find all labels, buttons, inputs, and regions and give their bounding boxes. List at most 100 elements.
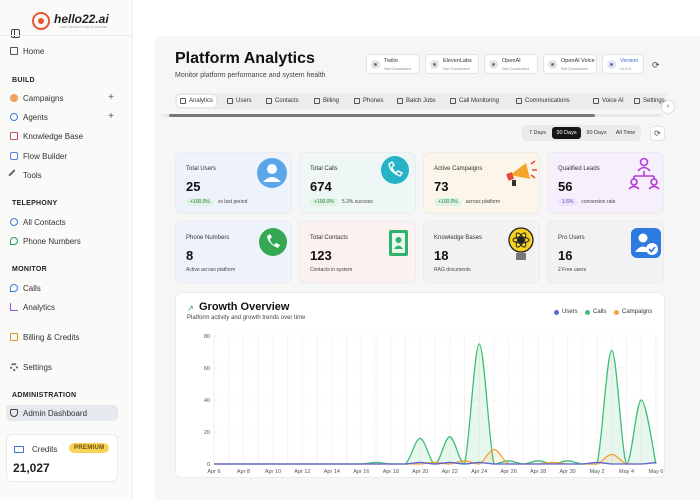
brand-tagline: THE PRODUCTIVE AI ENGINE	[60, 25, 108, 29]
stat-card-total-contacts: Total Contacts 123 Contacts in system	[299, 221, 416, 283]
sidebar-item-knowledge-base[interactable]: Knowledge Base	[6, 128, 118, 144]
card-value: 56	[558, 179, 573, 194]
x-tick-label: Apr 16	[353, 469, 369, 475]
home-icon	[10, 47, 18, 55]
tabs-scrollbar[interactable]	[163, 114, 661, 117]
tab-label: Settings	[643, 98, 665, 104]
credits-icon	[14, 446, 24, 453]
sidebar-item-label: Tools	[23, 170, 42, 180]
tabs-scrollbar-thumb[interactable]	[169, 114, 595, 117]
tab-label: Analytics	[189, 98, 214, 104]
sidebar-item-label: Billing & Credits	[23, 332, 80, 342]
sidebar-item-flow-builder[interactable]: Flow Builder	[6, 148, 118, 164]
tabs-scroll-right-button[interactable]: ›	[662, 101, 674, 113]
legend-item-calls[interactable]: Calls	[585, 309, 606, 315]
tab-contacts[interactable]: Contacts	[263, 95, 302, 107]
tab-label: Users	[236, 98, 252, 104]
tab-label: Phones	[363, 98, 384, 104]
chart-subtitle: Platform activity and growth trends over…	[187, 315, 306, 321]
change-badge: +100.0%	[310, 198, 338, 206]
tab-voice-ai[interactable]: Voice AI	[590, 95, 627, 107]
change-badge: +100.0%	[434, 198, 462, 206]
wrench-icon	[8, 169, 20, 181]
range-all-time[interactable]: All Time	[615, 130, 636, 136]
credits-card[interactable]: Credits PREMIUM 21,027	[6, 434, 118, 482]
sidebar-item-admin-dashboard[interactable]: Admin Dashboard	[6, 405, 118, 421]
service-status: Not Connected	[502, 66, 529, 71]
tab-phones[interactable]: Phones	[351, 95, 386, 107]
sidebar-item-home[interactable]: Home	[6, 43, 118, 59]
growth-chart: 0 20 40 60 80 Apr 6 Apr 8 Apr 10 Apr 12 Apr 14 Apr…	[204, 334, 664, 475]
tab-label: Billing	[323, 98, 340, 104]
add-campaign-icon[interactable]: +	[108, 92, 114, 103]
sidebar-item-settings[interactable]: Settings	[6, 359, 118, 375]
twilio-icon	[371, 60, 380, 69]
sidebar-item-campaigns[interactable]: Campaigns +	[6, 90, 118, 106]
tab-communications[interactable]: Communications	[513, 95, 573, 107]
version-badge[interactable]: Version v1.0.0	[602, 54, 644, 74]
admin-tabs: Analytics Users Contacts Billing Phones …	[175, 93, 667, 109]
tab-billing[interactable]: Billing	[311, 95, 342, 107]
gear-icon	[10, 363, 18, 371]
card-value: 18	[434, 248, 449, 263]
x-tick-label: Apr 18	[383, 469, 399, 475]
sidebar-item-all-contacts[interactable]: All Contacts	[6, 214, 118, 230]
legend-swatch-calls	[585, 309, 590, 315]
x-tick-label: Apr 14	[324, 469, 340, 475]
megaphone-icon	[506, 160, 537, 186]
legend-item-campaigns[interactable]: Campaigns	[614, 309, 652, 315]
card-footer-text: 5.3% success	[341, 199, 373, 205]
service-name: ElevenLabs	[443, 58, 472, 64]
refresh-icon[interactable]: ⟳	[652, 60, 660, 70]
range-90-days[interactable]: 90 Days	[586, 130, 607, 136]
book-icon	[10, 132, 18, 140]
add-agent-icon[interactable]: +	[108, 111, 114, 122]
tab-call-monitoring[interactable]: Call Monitoring	[447, 95, 502, 107]
sidebar-item-label: Knowledge Base	[23, 131, 84, 141]
credit-card-icon	[314, 98, 320, 104]
service-status-elevenlabs[interactable]: ElevenLabs Not Connected	[425, 54, 479, 74]
tab-analytics[interactable]: Analytics	[177, 95, 217, 107]
card-value: 73	[434, 179, 449, 194]
sidebar-item-calls[interactable]: Calls	[6, 280, 118, 296]
service-status-openai-voice[interactable]: OpenAI Voice Not Connected	[543, 54, 597, 74]
x-tick-label: Apr 10	[265, 469, 281, 475]
main-content: Platform Analytics Monitor platform perf…	[155, 36, 700, 500]
x-tick-label: Apr 8	[237, 469, 250, 475]
legend-label: Users	[562, 309, 578, 315]
refresh-button[interactable]: ⟳	[650, 126, 665, 141]
x-tick-label: Apr 30	[559, 469, 575, 475]
voice-icon	[593, 98, 599, 104]
service-status: Not Connected	[384, 66, 411, 71]
sidebar-item-analytics[interactable]: Analytics	[6, 299, 118, 315]
x-tick-label: May 4	[619, 469, 634, 475]
y-tick-label: 40	[204, 398, 210, 404]
service-status-twilio[interactable]: Twilio Not Connected	[366, 54, 420, 74]
range-7-days[interactable]: 7 Days	[528, 130, 547, 136]
analytics-icon	[180, 98, 186, 104]
agents-icon	[10, 113, 18, 121]
stat-card-pro-users: Pro Users 16 2 Free users	[547, 221, 664, 283]
sidebar-item-phone-numbers[interactable]: Phone Numbers	[6, 233, 118, 249]
tab-batch-jobs[interactable]: Batch Jobs	[394, 95, 439, 107]
tab-label: Contacts	[275, 98, 299, 104]
brand-logo[interactable]: hello22.ai THE PRODUCTIVE AI ENGINE	[6, 11, 126, 38]
service-name: Twilio	[384, 58, 398, 64]
sidebar-item-agents[interactable]: Agents +	[6, 109, 118, 125]
sidebar-item-tools[interactable]: Tools	[6, 167, 118, 183]
legend-item-users[interactable]: Users	[554, 309, 578, 315]
service-status: Not Connected	[443, 66, 470, 71]
tab-users[interactable]: Users	[224, 95, 255, 107]
sidebar-collapse-icon[interactable]	[11, 29, 20, 38]
card-label: Total Calls	[310, 166, 338, 172]
sidebar-item-billing[interactable]: Billing & Credits	[6, 329, 118, 345]
bar-chart-icon	[10, 303, 18, 311]
version-value: v1.0.0	[620, 66, 631, 71]
x-tick-label: May 6	[649, 469, 664, 475]
credit-card-icon	[10, 333, 18, 341]
range-30-days[interactable]: 30 Days	[552, 127, 581, 139]
service-status-openai[interactable]: OpenAI Not Connected	[484, 54, 538, 74]
tab-settings[interactable]: Settings	[631, 95, 667, 107]
series-area-campaigns	[214, 449, 656, 464]
card-label: Total Contacts	[310, 235, 349, 241]
